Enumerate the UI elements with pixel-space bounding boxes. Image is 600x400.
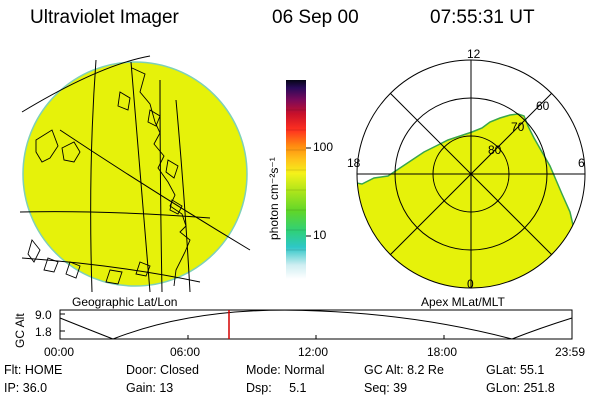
auroral-oval-fill xyxy=(357,113,585,288)
colorbar-tick-100: 100 xyxy=(313,140,334,154)
orbit-xtick-2359: 23:59 xyxy=(555,345,586,359)
orbit-ylabel: GC Alt xyxy=(13,313,27,348)
status-ip: IP: 36.0 xyxy=(4,381,48,395)
orbit-xtick-0000: 00:00 xyxy=(44,345,75,359)
status-glon: GLon: 251.8 xyxy=(486,381,555,395)
colorbar-unit-label: photon cm⁻²s⁻¹ xyxy=(267,157,281,240)
status-door: Door: Closed xyxy=(126,363,199,377)
mlat-label-80: 80 xyxy=(488,143,502,157)
earth-disk xyxy=(22,61,248,287)
mlat-label-60: 60 xyxy=(536,99,550,113)
status-dsp: Dsp: 5.1 xyxy=(246,381,307,395)
status-mode: Mode: Normal xyxy=(246,363,325,377)
colorbar-ticks xyxy=(306,147,311,237)
mlat-label-70: 70 xyxy=(511,120,525,134)
orbit-ytick-1-8: 1.8 xyxy=(35,325,52,339)
orbit-plot xyxy=(59,309,573,340)
altitude-curve xyxy=(59,309,573,340)
status-glat: GLat: 55.1 xyxy=(486,363,545,377)
date-label: 06 Sep 00 xyxy=(272,7,359,28)
apex-caption: Apex MLat/MLT xyxy=(421,295,505,309)
mlt-label-12: 12 xyxy=(467,47,481,61)
status-gc-alt: GC Alt: 8.2 Re xyxy=(364,363,444,377)
status-gain: Gain: 13 xyxy=(126,381,174,395)
colorbar-bands xyxy=(286,109,306,251)
colorbar-scale xyxy=(286,80,306,279)
orbit-xtick-1800: 18:00 xyxy=(427,345,458,359)
status-flt: Flt: HOME xyxy=(4,363,63,377)
polar-grid xyxy=(356,59,586,289)
mlt-label-18: 18 xyxy=(347,156,361,170)
orbit-ytick-9: 9.0 xyxy=(35,308,52,322)
orbit-xtick-0600: 06:00 xyxy=(170,345,201,359)
geographic-caption: Geographic Lat/Lon xyxy=(72,295,178,309)
status-seq: Seq: 39 xyxy=(364,381,408,395)
mlt-label-6: 6 xyxy=(578,156,585,170)
lat-lon-grid xyxy=(19,55,251,293)
orbit-xtick-1200: 12:00 xyxy=(298,345,329,359)
instrument-title: Ultraviolet Imager xyxy=(30,7,179,28)
colorbar-tick-10: 10 xyxy=(313,228,327,242)
mlt-label-0: 0 xyxy=(467,277,474,291)
coastline xyxy=(27,67,191,287)
apex-panel xyxy=(356,59,586,289)
time-label: 07:55:31 UT xyxy=(430,7,535,28)
geographic-panel xyxy=(19,55,251,293)
